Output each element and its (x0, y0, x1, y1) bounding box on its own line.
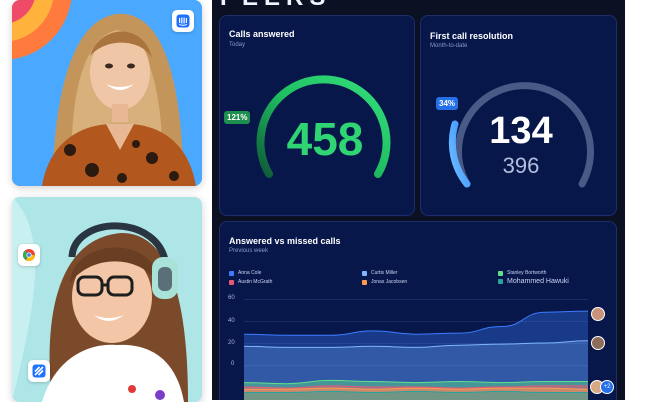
series-line-anna-cole (243, 310, 589, 336)
series-area-anna-cole (244, 311, 588, 400)
gridline (244, 343, 588, 344)
y-tick-label: 20 (228, 340, 235, 346)
calls-answered-gauge-arc (256, 75, 391, 178)
avatar[interactable] (591, 336, 605, 350)
legend-label: Curtis Miller (371, 270, 398, 276)
legend-swatch (362, 270, 367, 276)
legend-label: Stanley Bortworth (507, 270, 547, 276)
more-avatars-badge[interactable]: +2 (600, 380, 614, 394)
calls-answered-panel: Calls answered Today 458 121% (219, 15, 415, 216)
calls-answered-percent-badge: 121% (224, 111, 251, 124)
series-area-mohammed-hawuki (244, 391, 588, 400)
y-tick-label: 0 (231, 361, 235, 367)
calls-answered-value: 458 (286, 113, 364, 165)
answered-vs-missed-subtitle: Previous week (229, 248, 269, 254)
legend-label: Mohammed Hawuki (507, 278, 569, 285)
calls-answered-subtitle: Today (229, 42, 246, 48)
answered-vs-missed-panel: Answered vs missed calls Previous week A… (219, 221, 617, 400)
legend-item-jonas-jacobsen: Jonas Jacobsen (362, 279, 407, 285)
series-area-curtis-miller (244, 340, 588, 400)
legend-swatch (362, 279, 367, 285)
legend-label: Anna Cole (238, 270, 262, 276)
gridline (244, 365, 588, 366)
fcr-gauge (448, 82, 594, 188)
legend-item-curtis-miller: Curtis Miller (362, 270, 397, 276)
y-tick-label: 40 (228, 318, 235, 324)
fcr-percent-badge: 34% (436, 97, 459, 110)
google-chrome-icon (18, 244, 40, 266)
dashboard-title: PEERS (220, 0, 331, 12)
series-line-curtis-miller (243, 340, 589, 348)
legend-swatch (498, 270, 503, 276)
series-line-stanley-bortworth (243, 379, 588, 385)
fcr-title: First call resolution (430, 31, 514, 41)
legend-swatch (498, 279, 503, 284)
series-line-jonas-jacobsen (243, 387, 589, 390)
legend-item-anna-cole: Anna Cole (229, 270, 261, 276)
fcr-gauge-track (455, 82, 594, 188)
legend-label: Jonas Jacobsen (371, 279, 408, 285)
fcr-target: 396 (502, 153, 540, 178)
fcr-gauge-fill (448, 120, 471, 188)
agent-photo-woman-smiling (12, 0, 202, 186)
legend-item-stanley-bortworth: Stanley Bortworth (498, 270, 546, 276)
series-line-mohammed-hawuki (243, 390, 588, 394)
calls-answered-title: Calls answered (229, 29, 295, 39)
answered-vs-missed-title: Answered vs missed calls (229, 236, 341, 246)
intercom-icon (172, 10, 194, 32)
gridline (244, 321, 588, 322)
calls-answered-gauge (256, 75, 391, 178)
agent-photo-card-bottom (12, 197, 202, 402)
legend-item-mohammed-hawuki: Mohammed Hawuki (498, 278, 569, 285)
legend-label: Austin McGrath (238, 279, 273, 285)
agent-photo-card-top (12, 0, 202, 186)
first-call-resolution-panel: First call resolution Month-to-date 134 … (420, 15, 617, 216)
fcr-value: 134 (489, 110, 553, 152)
legend-item-austin-mcgrath: Austin McGrath (229, 279, 272, 285)
answered-vs-missed-area-chart (243, 310, 589, 400)
agent-photo-woman-headphones (12, 197, 202, 402)
zendesk-icon (28, 360, 50, 382)
gridline (244, 299, 588, 300)
avatar[interactable] (591, 307, 605, 321)
series-line-austin-mcgrath (243, 385, 588, 389)
fcr-subtitle: Month-to-date (430, 43, 468, 49)
legend-swatch (229, 279, 234, 285)
y-tick-label: 60 (228, 295, 235, 301)
legend-swatch (229, 270, 234, 276)
wallboard-dashboard: PEERS Calls answered Today 458 121% Firs… (212, 0, 625, 400)
